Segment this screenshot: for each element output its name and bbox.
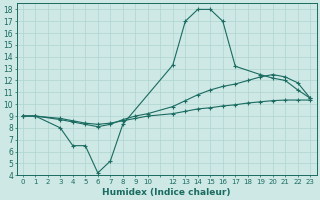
- X-axis label: Humidex (Indice chaleur): Humidex (Indice chaleur): [102, 188, 231, 197]
